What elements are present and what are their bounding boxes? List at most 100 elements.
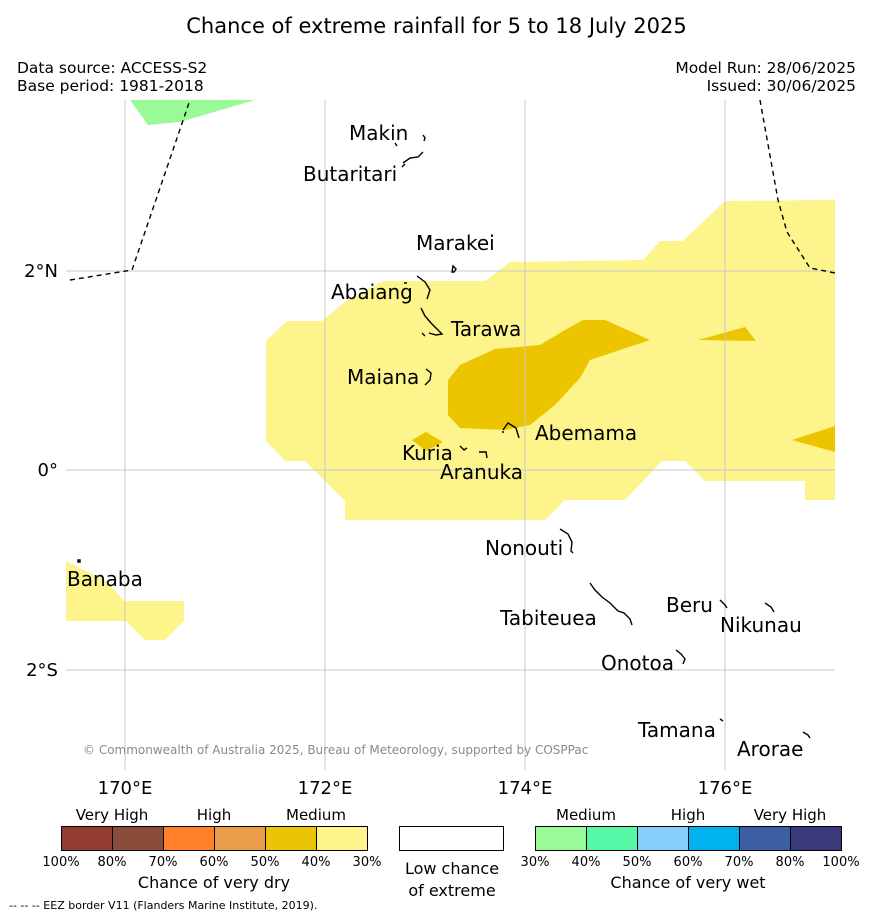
place-labels: Makin Butaritari Marakei Abaiang Tarawa … <box>67 121 803 761</box>
island-beru <box>719 599 728 609</box>
legend-category: Medium <box>556 806 616 824</box>
place-label: Makin <box>349 121 408 145</box>
place-label: Tarawa <box>450 317 521 341</box>
island-tabiteuea <box>589 582 633 626</box>
legend-category: Very High <box>753 806 827 824</box>
latitude-labels: 2°N 0° 2°S <box>24 261 58 681</box>
lon-label: 172°E <box>298 778 353 799</box>
legend-tick: 70% <box>724 855 754 870</box>
place-label: Nikunau <box>720 613 802 637</box>
place-label: Arorae <box>737 737 803 761</box>
legend-category: Very High <box>75 806 149 824</box>
map-plot-area <box>66 100 835 770</box>
island-tamana <box>719 718 724 722</box>
metadata-left: Data source: ACCESS-S2 Base period: 1981… <box>17 59 207 95</box>
place-label: Tamana <box>637 718 716 742</box>
place-label: Banaba <box>67 567 143 591</box>
place-label: Maiana <box>347 365 419 389</box>
gridlines <box>66 100 835 770</box>
copyright-text: © Commonwealth of Australia 2025, Bureau… <box>83 743 588 757</box>
dry-medium-dark-region-edge <box>792 426 835 452</box>
legend-tick: 80% <box>775 855 805 870</box>
lat-label: 0° <box>38 460 58 481</box>
legend-swatch <box>61 826 113 851</box>
issued-date: Issued: 30/06/2025 <box>706 77 856 95</box>
legend-swatch <box>739 826 791 851</box>
legend-tick: 70% <box>148 855 178 870</box>
island-banaba <box>77 559 81 563</box>
island-tarawa <box>420 307 444 337</box>
place-label: Abaiang <box>331 280 413 304</box>
legend-swatch <box>214 826 266 851</box>
metadata-right: Model Run: 28/06/2025 Issued: 30/06/2025 <box>675 59 856 95</box>
legend-swatch <box>535 826 587 851</box>
dry-medium-region-banaba <box>66 561 184 640</box>
legend-title: Chance of very wet <box>610 873 766 892</box>
lat-label: 2°N <box>24 261 58 282</box>
island-nonouti <box>559 528 574 554</box>
model-run: Model Run: 28/06/2025 <box>675 59 856 77</box>
lat-label: 2°S <box>26 660 58 681</box>
island-butaritari <box>401 151 424 168</box>
lon-label: 174°E <box>498 778 553 799</box>
island-nikunau <box>764 602 775 613</box>
dry-medium-dark-region <box>448 320 650 430</box>
legend-tick: 60% <box>199 855 229 870</box>
footnote: -- -- -- EEZ border V11 (Flanders Marine… <box>9 899 318 912</box>
legend-tick: 100% <box>42 855 80 870</box>
island-arorae <box>802 731 811 739</box>
island-marakei <box>451 264 457 273</box>
island-makin <box>394 134 426 147</box>
legend-tick: 40% <box>571 855 601 870</box>
legend-tick: 50% <box>250 855 280 870</box>
eez-border-east <box>759 100 835 274</box>
legend-swatch <box>163 826 215 851</box>
place-label: Aranuka <box>440 460 523 484</box>
place-label: Butaritari <box>303 162 397 186</box>
island-kuria <box>459 445 488 459</box>
legend-category: High <box>670 806 706 824</box>
island-abemama <box>502 422 520 439</box>
island-abaiang <box>404 275 431 300</box>
legend-swatch <box>316 826 368 851</box>
legend-swatch <box>790 826 842 851</box>
place-label: Kuria <box>402 441 453 465</box>
legend-title-line: Low chance <box>404 859 500 878</box>
legend-tick: 30% <box>520 855 550 870</box>
legend-swatch <box>399 826 504 851</box>
place-label: Onotoa <box>601 651 674 675</box>
lon-label: 176°E <box>698 778 753 799</box>
data-source: Data source: ACCESS-S2 <box>17 59 208 77</box>
legend-tick: 50% <box>622 855 652 870</box>
place-label: Abemama <box>535 421 637 445</box>
legend-swatch <box>265 826 317 851</box>
legend-tick: 40% <box>301 855 331 870</box>
legend-title: Chance of very dry <box>137 873 291 892</box>
legend-tick: 60% <box>673 855 703 870</box>
island-onotoa <box>675 649 686 665</box>
legend-swatch <box>586 826 638 851</box>
dry-medium-dark-region-east <box>698 327 756 341</box>
eez-border-west <box>69 100 191 281</box>
place-label: Beru <box>666 593 713 617</box>
lon-label: 170°E <box>98 778 153 799</box>
legend-title-line: of extreme <box>408 881 496 900</box>
legend-category: Medium <box>286 806 346 824</box>
island-maiana <box>424 368 432 386</box>
legend-swatch <box>637 826 689 851</box>
legend-title: Low chance of extreme <box>390 858 514 902</box>
islands <box>77 134 811 739</box>
place-label: Marakei <box>416 231 495 255</box>
base-period: Base period: 1981-2018 <box>17 77 204 95</box>
legend-swatch <box>688 826 740 851</box>
legend-tick: 80% <box>97 855 127 870</box>
place-label: Nonouti <box>485 536 563 560</box>
legend-tick: 30% <box>352 855 382 870</box>
place-label: Tabiteuea <box>499 606 597 630</box>
legend-category: High <box>196 806 232 824</box>
legend-swatch <box>112 826 164 851</box>
legend-tick: 100% <box>822 855 860 870</box>
wet-medium-region <box>130 100 255 125</box>
page-title: Chance of extreme rainfall for 5 to 18 J… <box>186 14 687 38</box>
